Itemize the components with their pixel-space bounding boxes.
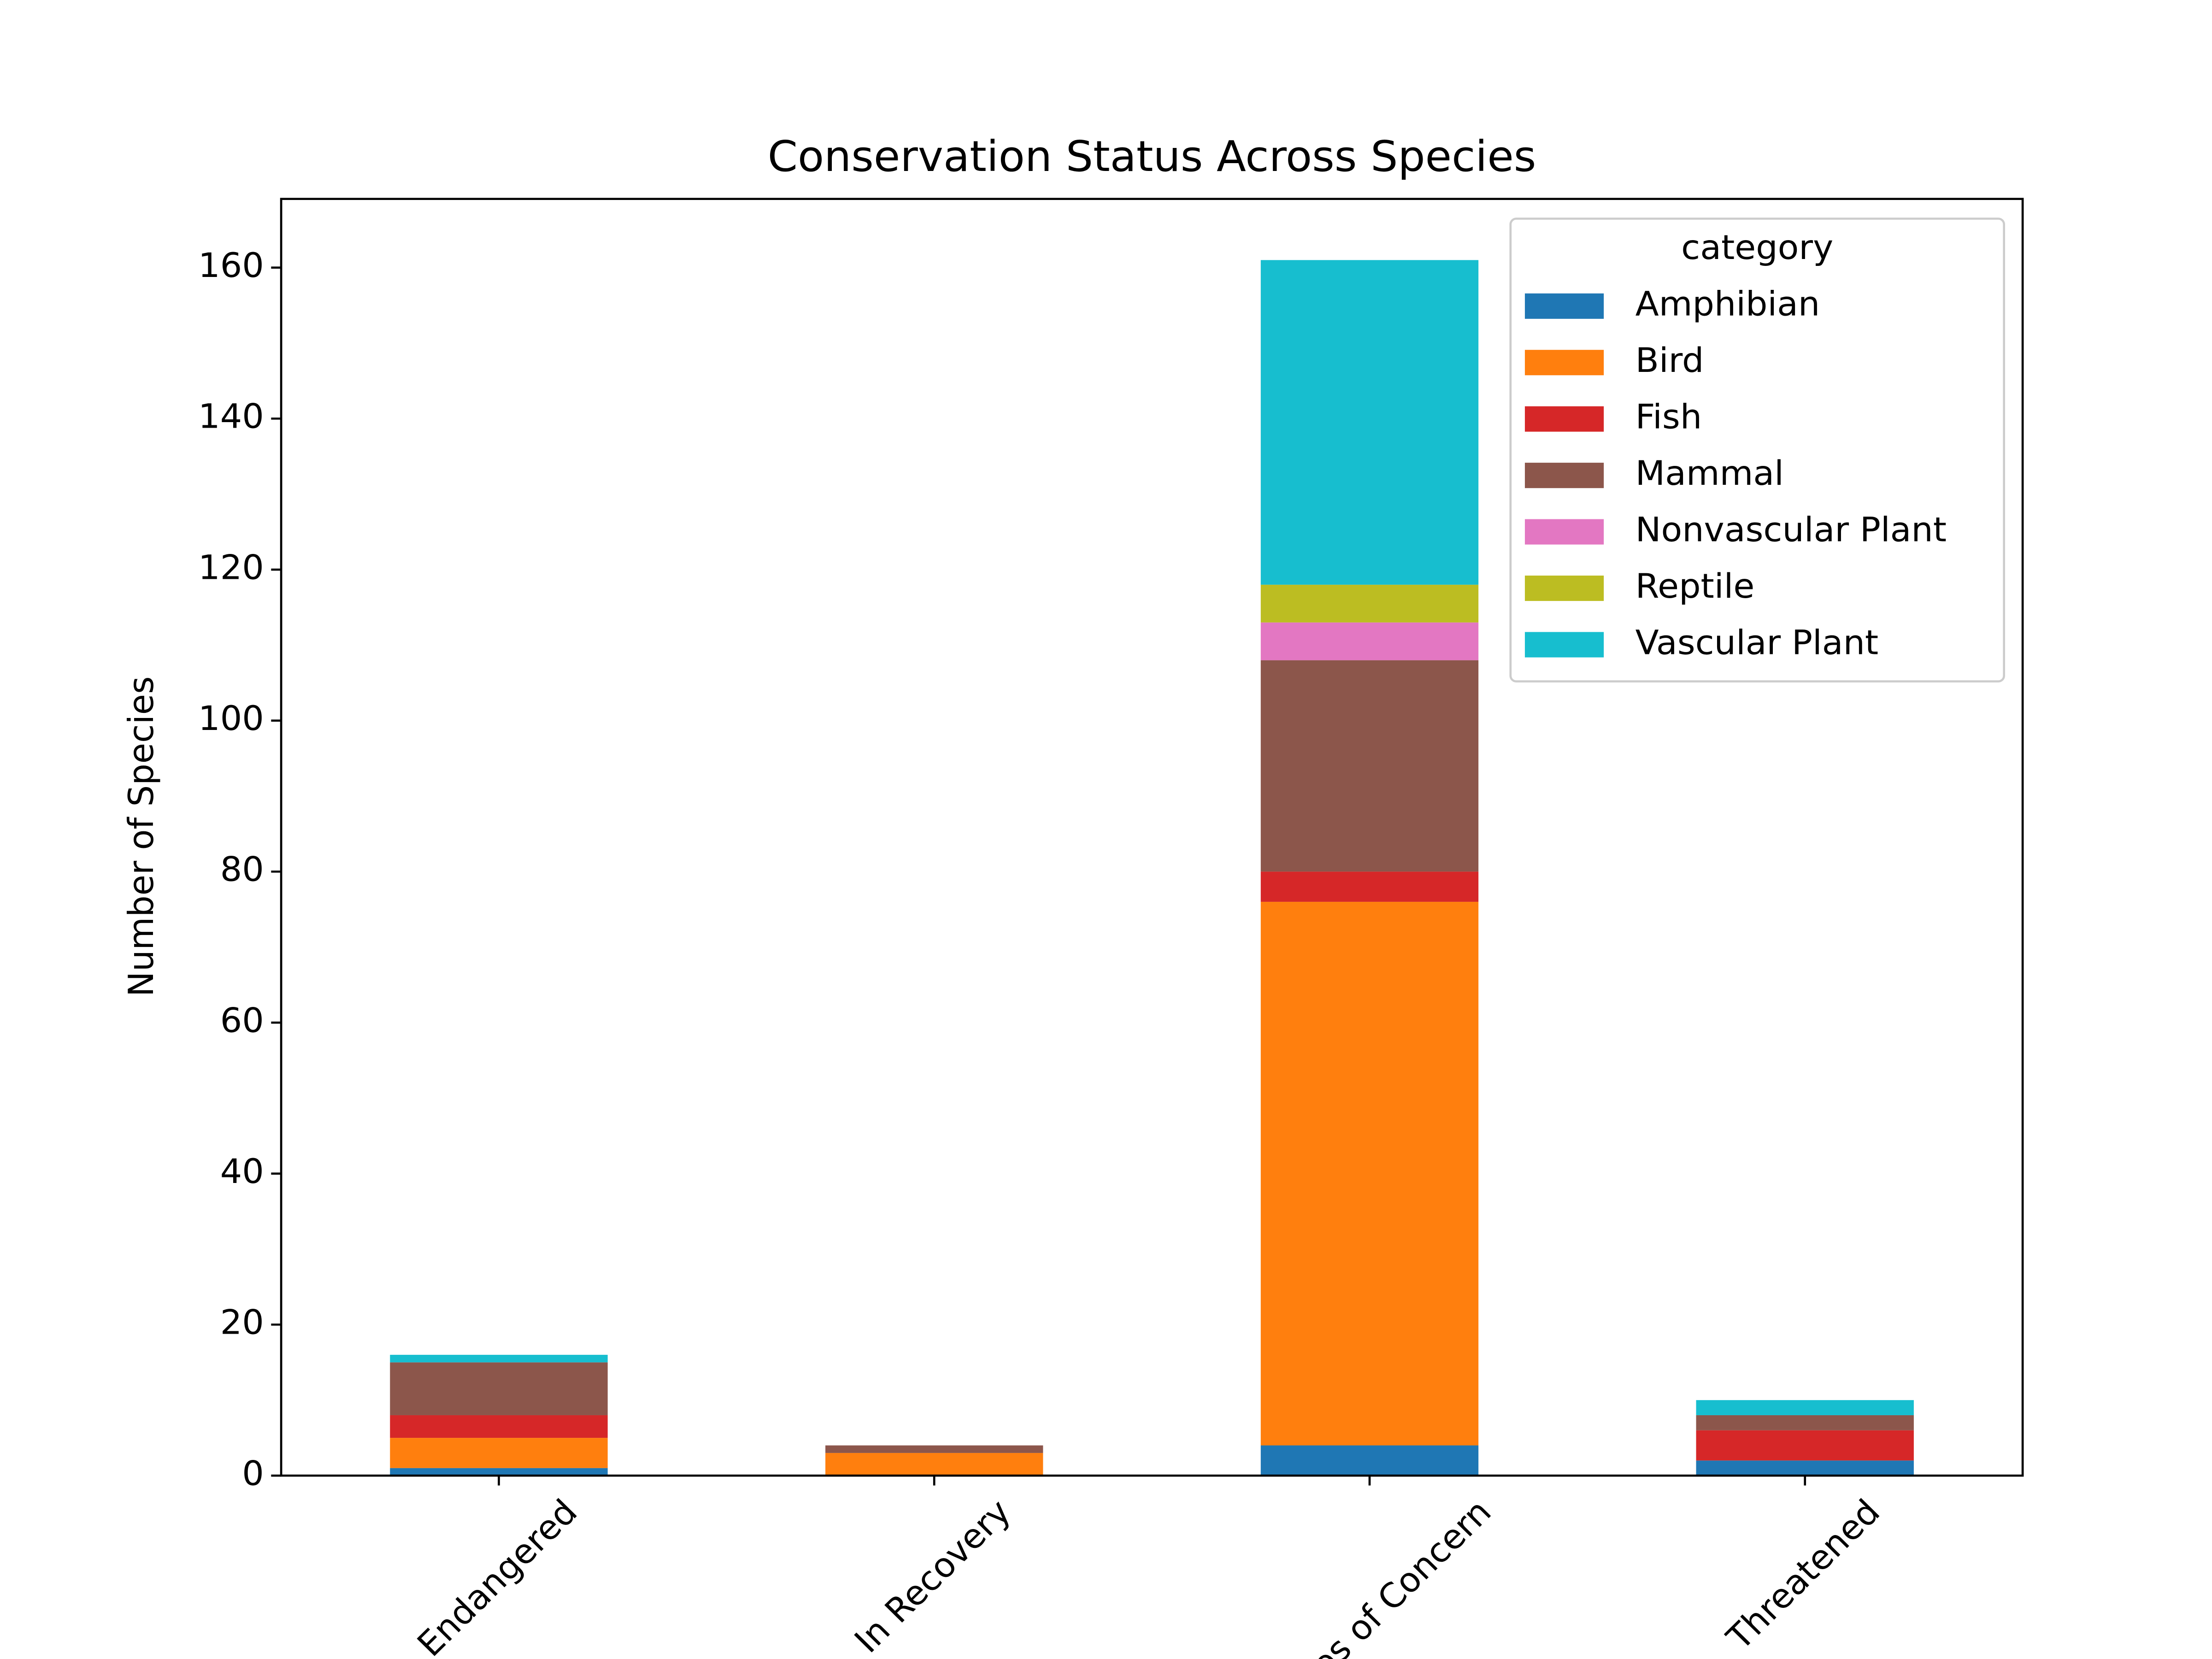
legend-box [1509,218,2005,682]
bar-segment [1260,871,1479,902]
y-tick-label: 60 [220,1001,264,1040]
legend-label: Vascular Plant [1635,623,1879,662]
bar-segment [1696,1415,1914,1430]
legend-title: category [1681,228,1833,267]
bar-segment [1696,1460,1914,1476]
legend-label: Fish [1635,397,1702,436]
axes-frame [280,198,2024,1477]
bar-segment [390,1438,608,1468]
legend-swatch [1524,632,1604,658]
y-tick-label: 0 [242,1454,264,1493]
chart-title: Conservation Status Across Species [768,132,1536,181]
legend-swatch [1524,406,1604,432]
legend-label: Bird [1635,341,1704,380]
y-tick-label: 160 [198,246,264,285]
legend-label: Amphibian [1635,284,1820,324]
y-tick-label: 80 [220,850,264,889]
legend-swatch [1524,519,1604,545]
bar-segment [390,1468,608,1476]
bar-segment [1696,1400,1914,1415]
legend-swatch [1524,293,1604,319]
y-tick-label: 40 [220,1152,264,1191]
bar-segment [1260,660,1479,872]
bar-segment [390,1415,608,1438]
bar-segment [1260,622,1479,660]
bar-segment [1696,1430,1914,1461]
bar-segment [390,1354,608,1363]
y-tick-label: 120 [198,548,264,587]
legend-swatch [1524,350,1604,376]
legend-swatch [1524,463,1604,488]
bar-segment [1260,260,1479,585]
bar-segment [1260,1445,1479,1476]
bar-segment [1260,901,1479,1446]
bar-segment [825,1445,1043,1453]
bar-segment [390,1362,608,1415]
y-tick-label: 100 [198,699,264,738]
bar-segment [1260,584,1479,623]
y-axis-label: Number of Species [121,677,161,997]
legend-label: Nonvascular Plant [1635,510,1947,549]
legend-swatch [1524,575,1604,601]
bar-segment [825,1453,1043,1476]
legend-label: Reptile [1635,566,1755,606]
y-tick-label: 20 [220,1303,264,1342]
legend-label: Mammal [1635,454,1784,493]
y-tick-label: 140 [198,397,264,436]
